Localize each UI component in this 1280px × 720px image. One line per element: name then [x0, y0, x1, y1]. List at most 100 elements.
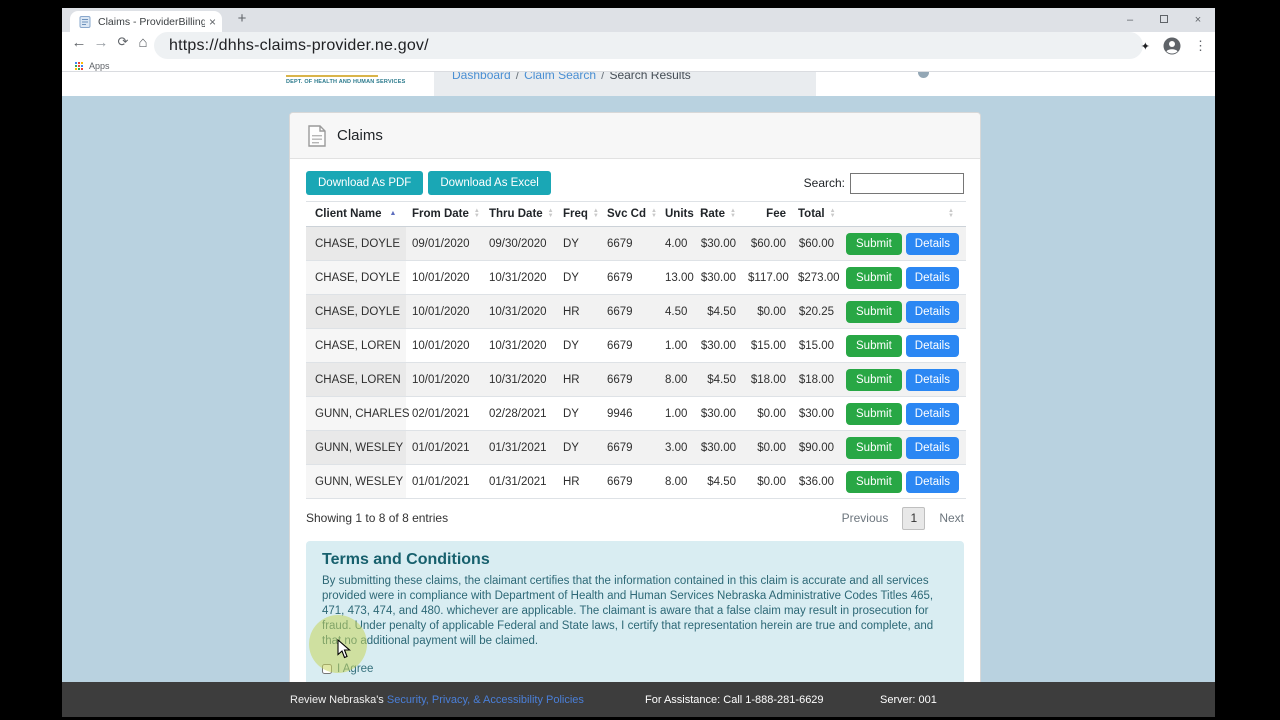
search-input[interactable]: [850, 172, 964, 194]
table-row: CHASE, LOREN 10/01/2020 10/31/2020 HR 66…: [306, 362, 966, 397]
footer-server-text: Server: 001: [880, 693, 937, 706]
breadcrumb: Dashboard / Claim Search / Search Results: [434, 72, 816, 96]
claims-card-header: Claims: [290, 113, 980, 159]
col-header-total[interactable]: Total ▲ ▼: [792, 201, 840, 227]
cell-from: 01/01/2021: [406, 464, 483, 499]
reload-icon[interactable]: ⟳: [117, 34, 129, 49]
download-pdf-button[interactable]: Download As PDF: [306, 171, 424, 195]
pagination-next[interactable]: Next: [939, 511, 964, 525]
cell-units: 1.00: [659, 328, 691, 363]
col-header-freq[interactable]: Freq ▲ ▼: [557, 201, 601, 227]
cell-fee: $18.00: [742, 362, 792, 397]
claims-table: Client Name ▲ From Date ▲ ▼ Thru Date ▲ ▼ Fre…: [306, 201, 966, 499]
submit-button[interactable]: Submit: [846, 470, 902, 493]
submit-button[interactable]: Submit: [846, 300, 902, 323]
forward-icon[interactable]: →: [93, 34, 109, 51]
cell-freq: HR: [557, 294, 601, 329]
policies-link[interactable]: Security, Privacy, & Accessibility Polic…: [386, 693, 584, 706]
terms-body: By submitting these claims, the claimant…: [322, 575, 934, 647]
table-row: GUNN, WESLEY 01/01/2021 01/31/2021 DY 66…: [306, 430, 966, 465]
details-button[interactable]: Details: [905, 232, 959, 255]
minimize-icon[interactable]: –: [1126, 14, 1134, 26]
site-header: DEPT. OF HEALTH AND HUMAN SERVICES Dashb…: [62, 72, 1215, 96]
cell-fee: $0.00: [742, 294, 792, 329]
cell-fee: $0.00: [742, 430, 792, 465]
col-header-thru-date[interactable]: Thru Date ▲ ▼: [483, 201, 557, 227]
cell-fee: $0.00: [742, 396, 792, 431]
cell-rate: $4.50: [691, 464, 742, 499]
page-title: Claims: [337, 127, 383, 144]
details-button[interactable]: Details: [905, 402, 959, 425]
sort-asc-icon: ▲: [389, 210, 397, 218]
close-icon[interactable]: ×: [1194, 14, 1202, 26]
cell-thru: 02/28/2021: [483, 396, 557, 431]
apps-shortcut[interactable]: Apps: [89, 60, 110, 71]
col-header-client-name[interactable]: Client Name ▲: [306, 201, 406, 227]
pagination-page-1[interactable]: 1: [902, 506, 926, 530]
col-header-rate[interactable]: Rate ▲ ▼: [691, 201, 742, 227]
submit-button[interactable]: Submit: [846, 368, 902, 391]
details-button[interactable]: Details: [905, 436, 959, 459]
cell-units: 4.00: [659, 226, 691, 261]
cell-svc: 6679: [601, 294, 659, 329]
col-header-svc-cd[interactable]: Svc Cd ▲ ▼: [601, 201, 659, 227]
details-button[interactable]: Details: [905, 266, 959, 289]
address-bar[interactable]: https://dhhs-claims-provider.ne.gov/: [154, 32, 1143, 59]
submit-button[interactable]: Submit: [846, 334, 902, 357]
tab-close-icon[interactable]: ×: [208, 14, 216, 29]
back-icon[interactable]: ←: [71, 34, 87, 51]
site-footer: Review Nebraska's Security, Privacy, & A…: [62, 682, 1215, 717]
submit-button[interactable]: Submit: [846, 266, 902, 289]
cell-from: 09/01/2020: [406, 226, 483, 261]
cell-rate: $4.50: [691, 294, 742, 329]
submit-button[interactable]: Submit: [846, 436, 902, 459]
details-button[interactable]: Details: [905, 368, 959, 391]
breadcrumb-separator: /: [601, 72, 605, 82]
cell-rate: $30.00: [691, 328, 742, 363]
sort-icon: ▲ ▼: [730, 207, 736, 219]
extension-pin-icon[interactable]: ✦: [1140, 40, 1150, 53]
col-header-units[interactable]: Units ▲ ▼: [659, 201, 705, 227]
cell-client: CHASE, LOREN: [306, 328, 406, 363]
logo-gold-line: [286, 75, 378, 77]
cell-thru: 01/31/2021: [483, 430, 557, 465]
cell-units: 8.00: [659, 464, 691, 499]
pagination-previous[interactable]: Previous: [841, 511, 889, 525]
cell-freq: HR: [557, 464, 601, 499]
details-button[interactable]: Details: [905, 334, 959, 357]
download-excel-button[interactable]: Download As Excel: [428, 171, 551, 195]
sort-icon: ▲ ▼: [829, 207, 836, 219]
browser-window: Claims - ProviderBilling × + – × ← → ⟳ ⌂…: [62, 8, 1215, 717]
browser-menu-icon[interactable]: ⋮: [1194, 38, 1207, 53]
submit-button[interactable]: Submit: [846, 232, 902, 255]
cell-client: CHASE, DOYLE: [306, 260, 406, 295]
col-header-actions[interactable]: ▲ ▼: [840, 201, 966, 227]
col-header-from-date[interactable]: From Date ▲ ▼: [406, 201, 483, 227]
breadcrumb-claim-search[interactable]: Claim Search: [524, 72, 597, 82]
details-button[interactable]: Details: [905, 300, 959, 323]
i-agree-checkbox[interactable]: [322, 664, 332, 674]
cell-svc: 6679: [601, 328, 659, 363]
table-row: CHASE, DOYLE 09/01/2020 09/30/2020 DY 66…: [306, 226, 966, 261]
cell-thru: 01/31/2021: [483, 464, 557, 499]
details-button[interactable]: Details: [905, 470, 959, 493]
breadcrumb-search-results: Search Results: [609, 72, 691, 82]
cell-units: 3.00: [659, 430, 691, 465]
cell-rate: $30.00: [691, 396, 742, 431]
home-icon[interactable]: ⌂: [138, 34, 148, 51]
cell-fee: $60.00: [742, 226, 792, 261]
claims-card: Claims Download As PDF Download As Excel…: [289, 112, 981, 700]
submit-button[interactable]: Submit: [846, 402, 902, 425]
maximize-icon[interactable]: [1147, 14, 1181, 26]
browser-tab[interactable]: Claims - ProviderBilling ×: [70, 11, 222, 32]
cell-from: 10/01/2020: [406, 362, 483, 397]
profile-avatar[interactable]: [1163, 37, 1181, 55]
breadcrumb-dashboard[interactable]: Dashboard: [452, 72, 511, 82]
col-header-fee[interactable]: Fee: [742, 201, 792, 227]
new-tab-button[interactable]: +: [237, 10, 247, 27]
table-row: GUNN, WESLEY 01/01/2021 01/31/2021 HR 66…: [306, 464, 966, 499]
cell-actions: Submit Details: [840, 294, 966, 329]
header-user-icon: [918, 72, 929, 78]
claims-document-icon: [308, 124, 326, 147]
cell-client: CHASE, DOYLE: [306, 226, 406, 261]
